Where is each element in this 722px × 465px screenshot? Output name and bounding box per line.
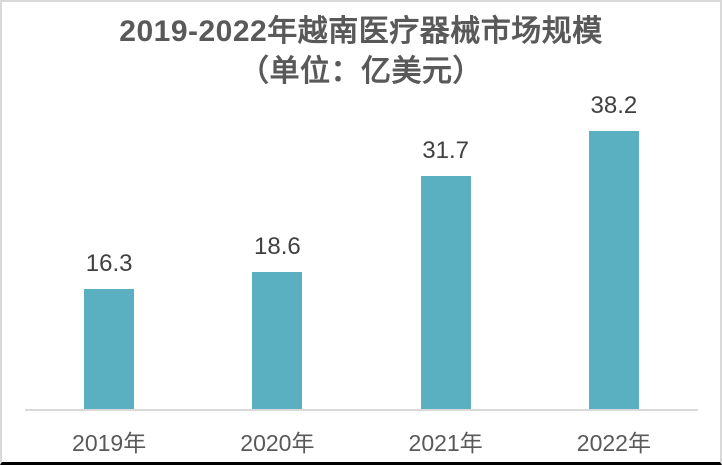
x-axis-label: 2022年 <box>576 430 651 456</box>
chart-title: 2019-2022年越南医疗器械市场规模 （单位：亿美元） <box>2 2 720 92</box>
plot-area: 16.3 18.6 31.7 38.2 2019年 2020年 2021年 2022年 <box>25 92 698 458</box>
x-axis-label: 2020年 <box>240 430 315 456</box>
bar-value-label: 31.7 <box>422 137 469 165</box>
x-axis-labels: 2019年 2020年 2021年 2022年 <box>25 424 698 458</box>
bar-value-label: 18.6 <box>254 233 301 261</box>
chart-title-line1: 2019-2022年越南医疗器械市场规模 <box>119 15 603 48</box>
x-axis-line <box>25 409 698 411</box>
chart-title-line2: （单位：亿美元） <box>239 55 483 88</box>
bar-column: 38.2 <box>530 92 698 409</box>
bar-column: 31.7 <box>362 92 530 409</box>
bar-value-label: 16.3 <box>85 250 133 278</box>
bar <box>420 176 471 409</box>
bar <box>84 289 135 409</box>
x-axis-label: 2021年 <box>408 430 483 456</box>
bar-columns: 16.3 18.6 31.7 38.2 <box>25 92 698 409</box>
x-axis-label: 2019年 <box>72 430 147 456</box>
bar-value-label: 38.2 <box>590 92 638 119</box>
bar-column: 18.6 <box>193 92 361 409</box>
bar <box>252 272 303 409</box>
bar-column: 16.3 <box>25 92 193 409</box>
bar <box>588 131 639 409</box>
